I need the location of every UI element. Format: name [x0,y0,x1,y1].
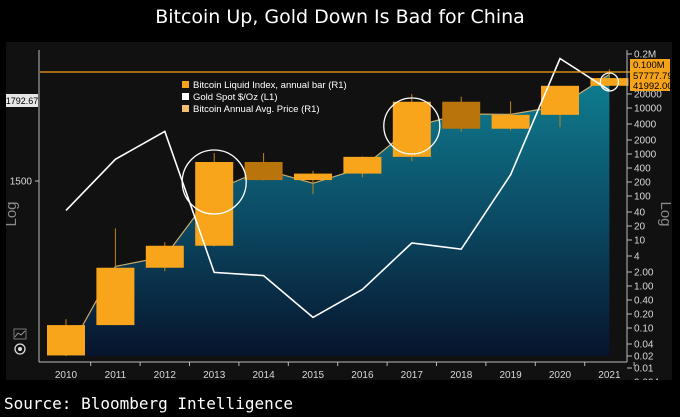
right-tick-label-2: 20000 [634,90,662,101]
right-tick-label-4: 4000 [634,120,657,131]
legend-swatch-2 [182,105,189,112]
right-tick-label-15: 1.00 [634,282,654,293]
right-value-tag-2 [630,80,670,91]
candle-body-2012 [145,245,184,268]
right-value-tag-label-0: 0.100M [633,60,665,71]
right-tick-label-18: 0.10 [634,324,654,335]
right-tick-label-3: 10000 [634,104,662,115]
x-tick-label-2014: 2014 [252,370,275,380]
gold-spot-line [65,57,610,319]
chart-mini-icon[interactable] [13,328,27,340]
right-tick-label-5: 2000 [634,136,657,147]
bitcoin-avg-area [66,74,610,357]
x-tick-label-2010: 2010 [55,370,78,380]
legend-swatch-0 [182,81,189,88]
legend-label-0: Bitcoin Liquid Index, annual bar (R1) [193,80,347,91]
chart-svg: 0.2M200001000040002000100040020010040201… [6,50,672,381]
left-tick-label-1500: 1500 [10,177,33,188]
annotation-circle-2013 [181,149,247,215]
x-tick-label-2018: 2018 [450,370,473,380]
record-icon-dot [18,347,22,351]
candle-body-2014 [244,161,283,181]
candle-body-2010 [47,325,85,356]
record-icon[interactable] [14,343,26,355]
legend-label-2: Bitcoin Annual Avg. Price (R1) [193,104,320,115]
right-tick-label-8: 200 [634,178,651,189]
right-value-tag-label-1: 57777.79 [633,71,672,82]
x-tick-label-2011: 2011 [105,370,127,380]
right-value-tag-label-2: 41992.00 [633,81,672,92]
right-tick-label-12: 10 [634,236,646,247]
x-tick-label-2016: 2016 [351,370,374,380]
x-tick-label-2013: 2013 [203,370,226,380]
right-tick-label-10: 40 [634,208,646,219]
candle-body-2019 [491,114,530,129]
candle-body-2016 [343,156,382,174]
chart-mini-icon-line [14,330,26,338]
right-tick-label-17: 0.20 [634,310,654,321]
right-tick-label-13: 4 [634,252,640,263]
right-axis-label: Log [657,201,672,226]
candle-body-2021 [590,78,629,86]
x-tick-label-2019: 2019 [499,370,522,380]
candle-body-2017 [392,101,431,157]
right-tick-label-16: 0.40 [634,296,654,307]
candle-body-2018 [442,101,481,129]
candle-body-2013 [195,161,234,246]
x-tick-label-2021: 2021 [598,370,621,380]
right-tick-label-9: 100 [634,192,651,203]
candle-body-2015 [294,173,332,181]
left-axis-label: Log [6,201,20,226]
x-tick-label-2017: 2017 [401,370,424,380]
right-tick-label-20: 0.02 [634,352,654,363]
right-tick-label-11: 20 [634,222,646,233]
gold-value-tag [6,94,38,107]
legend-label-1: Gold Spot $/Oz (L1) [193,92,277,103]
annotation-circle-2021 [599,72,620,92]
right-tick-label-22: 0.004 [634,378,659,381]
right-tick-label-19: 0.04 [634,340,654,351]
x-tick-label-2015: 2015 [302,370,325,380]
gold-value-label: 1792.67 [6,96,38,106]
right-tick-label-14: 2.00 [634,268,654,279]
x-tick-label-2012: 2012 [154,370,177,380]
right-tick-label-0: 0.2M [634,50,656,61]
chart-panel: 0.2M 20000 10000 4000 2000 1000 400 200 100 40 20 1… [6,42,672,380]
right-tick-label-7: 400 [634,164,651,175]
x-tick-label-2020: 2020 [549,370,572,380]
legend-swatch-1 [182,93,189,100]
source-note: Source: Bloomberg Intelligence [4,394,293,413]
candle-body-2020 [541,85,579,115]
candle-body-2011 [96,267,135,326]
right-tick-label-6: 1000 [634,150,657,161]
chart-title: Bitcoin Up, Gold Down Is Bad for China [155,6,525,28]
right-value-tag-1 [630,70,670,81]
right-tick-label-21: 0.01 [634,364,654,375]
right-value-tag-0 [630,59,670,70]
annotation-circle-2017 [383,97,441,155]
